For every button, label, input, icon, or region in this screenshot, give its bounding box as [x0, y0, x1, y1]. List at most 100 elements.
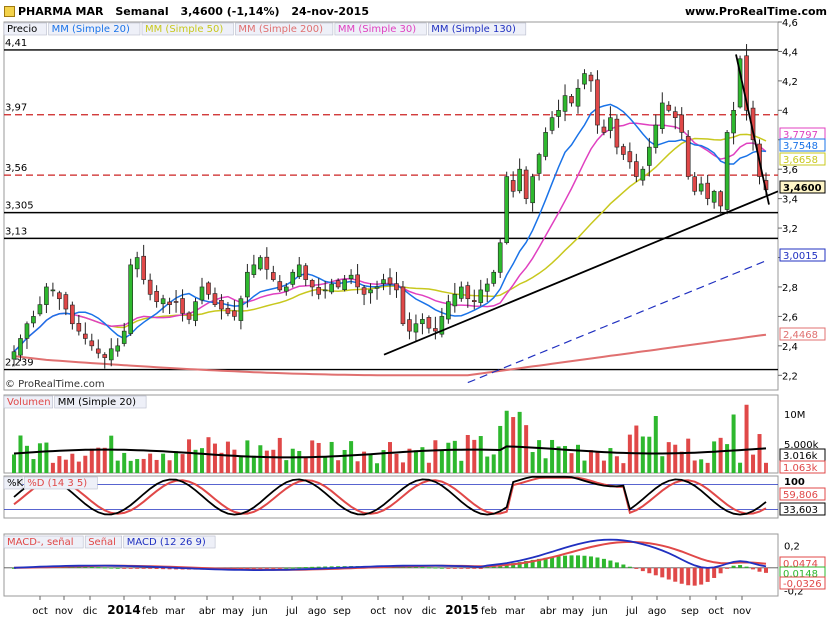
candle-body [271, 272, 276, 280]
candle-body [497, 242, 503, 273]
volume-bar [57, 456, 62, 473]
macd-hist-bar [245, 567, 250, 569]
candle-body [530, 176, 535, 204]
candle-body [18, 338, 23, 356]
volume-legend-item: Volumen [7, 397, 51, 408]
macd-hist-bar [96, 567, 101, 569]
sma200-line [13, 333, 767, 377]
x-tick-label: mar [165, 606, 186, 617]
volume-bar [472, 439, 477, 473]
volume-bar [647, 436, 652, 473]
price-ytick-label: 4 [782, 106, 788, 117]
volume-bar [277, 437, 282, 473]
x-tick-label: may [562, 606, 584, 617]
price-ytick-label: 2,8 [782, 283, 798, 294]
macd-hist-bar [524, 561, 529, 568]
price-value-badge [779, 138, 826, 152]
candle-body [63, 294, 69, 310]
x-tick-label: abr [199, 606, 216, 617]
stoch-value-badge [779, 502, 826, 516]
candle-body [296, 264, 302, 277]
candle-body [562, 95, 568, 112]
macd-hist-bar [303, 567, 308, 569]
candle-body [316, 287, 321, 295]
price-panel [3, 21, 779, 391]
macd-hist-bar [135, 567, 140, 569]
candle-body [387, 277, 393, 285]
candle-body [446, 301, 451, 320]
volume-bar [161, 453, 166, 473]
volume-bar [608, 448, 613, 473]
macd-hist-bar [251, 567, 256, 569]
candle-body [504, 176, 509, 244]
candle-body [258, 257, 263, 270]
macd-hist-bar [731, 565, 736, 568]
macd-hist-bar [705, 567, 710, 582]
candle-body [57, 292, 62, 300]
site-url[interactable]: www.ProRealTime.com [684, 5, 827, 18]
volume-bar [543, 458, 548, 473]
volume-bar [426, 462, 431, 473]
x-tick-label: 2015 [445, 603, 478, 617]
volume-bar [718, 437, 723, 473]
candle-body [413, 323, 419, 333]
volume-bar [666, 442, 671, 473]
volume-bar [167, 460, 172, 473]
volume-bar [316, 442, 321, 473]
volume-bar [465, 434, 470, 473]
price-value-badge-label: 3,0015 [783, 251, 818, 262]
volume-bar [128, 460, 133, 473]
candle-body [634, 161, 639, 177]
x-tick-label: feb [142, 606, 158, 617]
volume-bar [550, 439, 555, 473]
macd-hist-bar [550, 556, 555, 568]
candle-body [141, 255, 146, 280]
volume-bar [50, 462, 55, 473]
volume-bar [258, 445, 263, 473]
stoch-legend-box [3, 476, 23, 490]
candle-body [89, 340, 95, 347]
volume-bar [89, 448, 94, 473]
macd-value-badge-label: 0,0148 [783, 569, 818, 580]
price-ytick-label: 3,6 [782, 165, 798, 176]
candle-body [128, 264, 133, 334]
volume-bar [459, 460, 464, 473]
candle-body [186, 312, 192, 320]
price-ytick-label: 3,4 [782, 195, 798, 206]
macd-hist-bar [258, 567, 263, 569]
volume-bar [368, 454, 373, 473]
price-ytick-label: 3,2 [782, 224, 798, 235]
candle-body [659, 102, 665, 129]
volume-bar [141, 458, 146, 473]
macd-ytick-label: 0,2 [784, 541, 800, 552]
candle-body [102, 354, 108, 358]
x-tick-label: sep [681, 606, 699, 617]
volume-value-badge-label: 3.016k [783, 451, 818, 462]
stoch-value-badge [779, 487, 826, 501]
candle-body [31, 316, 36, 324]
volume-bar [725, 444, 730, 473]
macd-hist-bar [627, 566, 632, 568]
macd-hist-bar [504, 564, 509, 568]
candle-body [355, 274, 360, 288]
candle-body [672, 111, 678, 118]
volume-bar [679, 451, 684, 473]
volume-bar [70, 453, 75, 473]
candle-body [452, 294, 458, 307]
price-legend-item: MM (Simple 20) [52, 24, 130, 35]
volume-bar [394, 453, 399, 473]
resistance-trendline [735, 54, 770, 205]
volume-bar [264, 450, 269, 473]
price-legend-item: MM (Simple 130) [431, 24, 516, 35]
macd-hist-bar [640, 567, 645, 572]
macd-hist-bar [595, 557, 600, 568]
macd-hist-bar [102, 567, 107, 569]
candle-body [614, 118, 620, 148]
candle-body [394, 283, 399, 291]
volume-legend-item: MM (Simple 20) [58, 397, 136, 408]
volume-bar [660, 456, 665, 473]
volume-bar [446, 442, 451, 473]
volume-bar [653, 416, 658, 473]
macd-hist-bar [310, 566, 315, 568]
